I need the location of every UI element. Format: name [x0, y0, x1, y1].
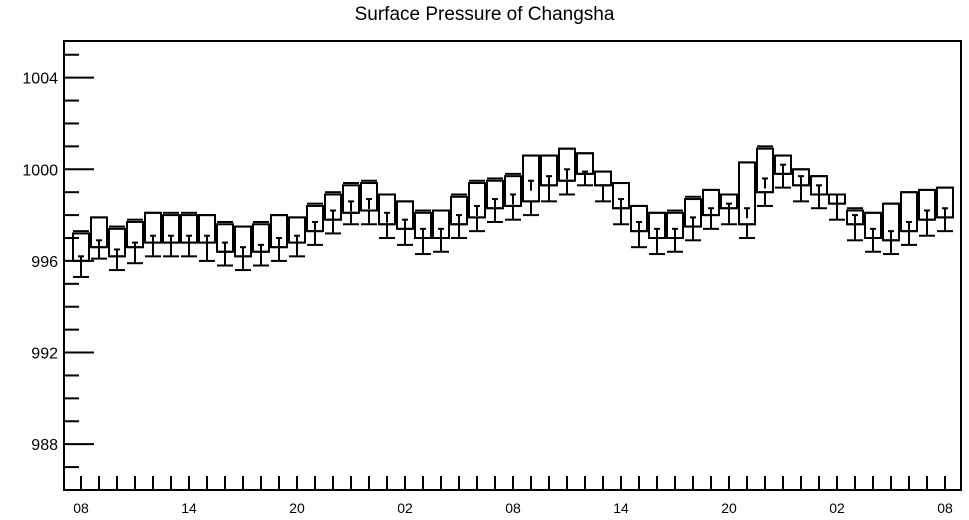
box-45: [882, 202, 900, 256]
box-48: [936, 186, 954, 233]
box-44: [864, 211, 882, 253]
box-19: [414, 209, 432, 256]
box-8: [216, 220, 234, 267]
box-28: [576, 152, 594, 187]
y-tick-label: 996: [31, 254, 58, 271]
x-tick-label: 20: [289, 500, 305, 516]
x-tick-label: 08: [505, 500, 521, 516]
x-tick-label: 14: [181, 500, 197, 516]
box-body: [594, 170, 612, 187]
box-4: [144, 211, 162, 258]
plot-frame: [63, 40, 962, 491]
box-14: [324, 191, 342, 235]
box-39: [774, 154, 792, 189]
box-2: [108, 225, 126, 272]
box-16: [360, 179, 378, 226]
box-34: [684, 195, 702, 242]
x-tick-label: 02: [829, 500, 845, 516]
box-27: [558, 147, 576, 196]
box-40: [792, 168, 810, 203]
box-5: [162, 211, 180, 258]
x-tick-label: 02: [397, 500, 413, 516]
chart-title: Surface Pressure of Changsha: [354, 4, 615, 25]
box-47: [918, 188, 936, 237]
x-axis: 08 14 20 02 08 14 20 02 08: [73, 476, 953, 516]
box-13: [306, 202, 324, 246]
x-tick-label: 08: [937, 500, 953, 516]
box-31: [630, 204, 648, 249]
box-21: [450, 193, 468, 240]
box-24: [504, 172, 522, 221]
box-43: [846, 207, 864, 242]
x-tick-label: 20: [721, 500, 737, 516]
box-17: [378, 193, 396, 240]
y-tick-label: 988: [31, 437, 58, 454]
box-1: [90, 216, 108, 260]
box-37: [738, 161, 756, 240]
box-0: [72, 230, 90, 278]
box-26: [540, 154, 558, 203]
box-7: [198, 214, 216, 262]
box-25: [522, 154, 540, 217]
box-35: [702, 188, 720, 230]
box-29: [594, 170, 612, 203]
box-30: [612, 182, 630, 226]
box-38: [756, 145, 774, 207]
box-46: [900, 191, 918, 246]
box-body: [522, 154, 540, 203]
box-15: [342, 182, 360, 226]
box-12: [288, 216, 306, 258]
box-33: [666, 209, 684, 253]
box-22: [468, 179, 486, 233]
y-tick-label: 1004: [22, 71, 58, 88]
box-9: [234, 225, 252, 272]
box-41: [810, 175, 828, 210]
box-6: [180, 211, 198, 258]
box-42: [828, 193, 846, 221]
x-tick-label: 08: [73, 500, 89, 516]
box-18: [396, 200, 414, 246]
box-32: [648, 211, 666, 256]
box-20: [432, 209, 450, 253]
box-series: [72, 145, 954, 278]
y-tick-label: 1000: [22, 162, 58, 179]
box-10: [252, 220, 270, 267]
box-36: [720, 193, 738, 226]
box-11: [270, 214, 288, 262]
y-tick-label: 992: [31, 346, 58, 363]
box-23: [486, 177, 504, 223]
box-3: [126, 218, 144, 265]
x-tick-label: 14: [613, 500, 629, 516]
